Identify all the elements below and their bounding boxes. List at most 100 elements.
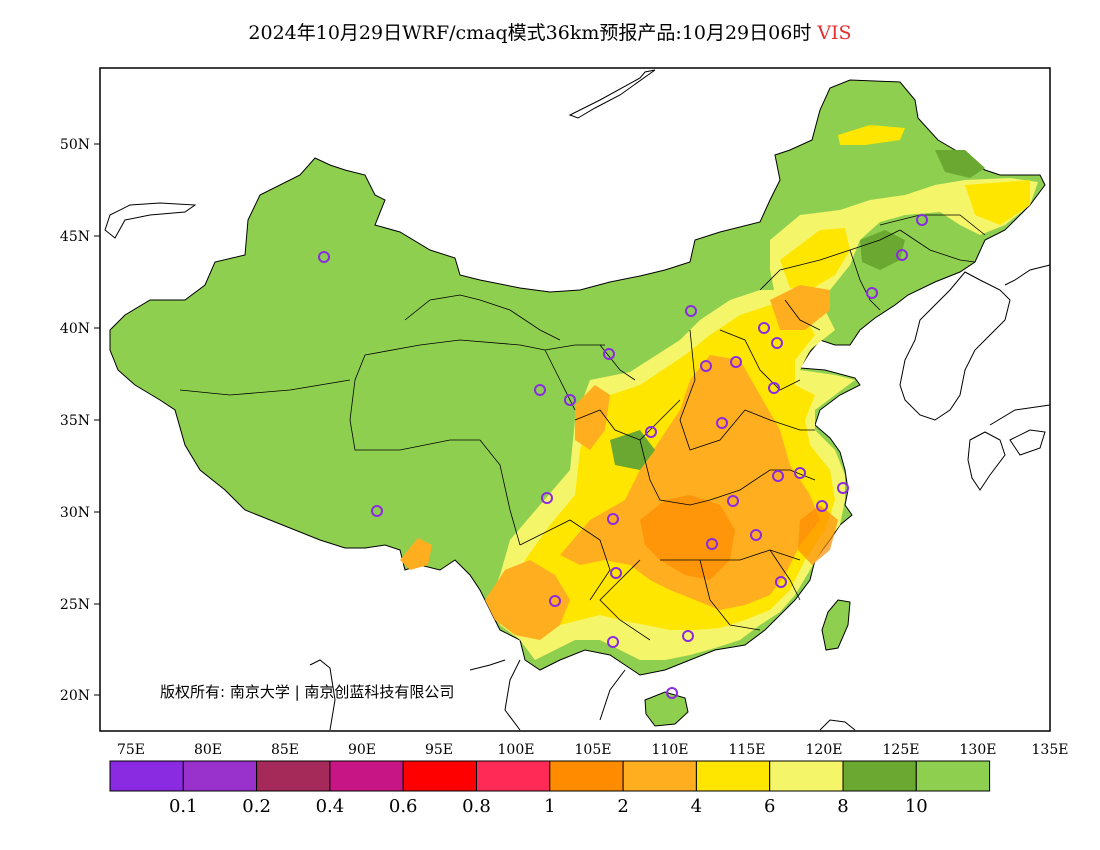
- station-marker: [607, 513, 619, 525]
- map-title: 2024年10月29日WRF/cmaq模式36km预报产品:10月29日06时 V…: [0, 18, 1100, 45]
- colorbar-label: 0.2: [242, 796, 271, 817]
- station-marker: [666, 687, 678, 699]
- station-marker: [758, 322, 770, 334]
- lat-label: 20N: [60, 688, 90, 704]
- station-marker: [816, 500, 828, 512]
- lon-label: 120E: [806, 742, 843, 758]
- station-marker: [534, 384, 546, 396]
- northeast-yellow-core: [780, 228, 850, 290]
- lat-label: 35N: [60, 413, 90, 429]
- station-marker: [706, 538, 718, 550]
- station-marker: [682, 630, 694, 642]
- station-marker: [775, 576, 787, 588]
- station-marker: [610, 567, 622, 579]
- tibet-edge-orange: [400, 538, 432, 570]
- title-text: 2024年10月29日WRF/cmaq模式36km预报产品:10月29日06时: [248, 22, 812, 44]
- colorbar-swatch: [402, 760, 478, 792]
- station-marker: [794, 467, 806, 479]
- colorbar-swatch: [769, 760, 844, 792]
- lon-label: 105E: [575, 742, 612, 758]
- station-marker: [716, 417, 728, 429]
- station-marker: [318, 251, 330, 263]
- colorbar-label: 0.4: [316, 796, 345, 817]
- station-marker: [727, 495, 739, 507]
- lon-label: 85E: [271, 742, 299, 758]
- east-china-light-orange: [560, 355, 820, 610]
- lat-label: 45N: [60, 229, 90, 245]
- station-marker: [685, 305, 697, 317]
- north-orange-patch: [770, 285, 830, 330]
- lon-label: 80E: [194, 742, 222, 758]
- colorbar-label: 8: [837, 796, 848, 817]
- central-dark-green: [610, 430, 655, 470]
- northeast-dark-green-2: [935, 150, 985, 178]
- lon-label: 110E: [652, 742, 689, 758]
- title-variable: VIS: [817, 22, 852, 44]
- station-marker: [771, 337, 783, 349]
- station-markers: [318, 214, 928, 699]
- lat-label: 50N: [60, 137, 90, 153]
- colorbar-swatch: [256, 760, 331, 792]
- colorbar-swatch: [695, 760, 771, 792]
- colorbar-label: 0.1: [169, 796, 198, 817]
- map-frame: [99, 67, 1051, 732]
- colorbar-label: 4: [691, 796, 702, 817]
- station-marker: [772, 470, 784, 482]
- map-layers: 版权所有: 南京大学 | 南京创蓝科技有限公司: [104, 69, 1051, 731]
- province-boundaries: [179, 214, 986, 641]
- lat-axis: 50N 45N 40N 35N 30N 25N 20N: [60, 137, 100, 704]
- station-marker: [837, 482, 849, 494]
- station-marker: [541, 492, 553, 504]
- lon-label: 100E: [498, 742, 535, 758]
- colorbar-swatch: [842, 760, 917, 792]
- neighbour-coastlines: [104, 69, 1051, 731]
- lon-axis: 75E 80E 85E 90E 95E 100E 105E 110E 115E …: [117, 742, 1069, 758]
- colorbar-swatch: [329, 760, 404, 792]
- lat-label: 25N: [60, 597, 90, 613]
- east-china-orange-core: [640, 495, 735, 580]
- station-marker: [603, 348, 615, 360]
- colorbar-label: 2: [617, 796, 628, 817]
- lon-label: 135E: [1032, 742, 1069, 758]
- northeast-dark-green: [860, 230, 905, 270]
- colorbar-swatch: [182, 760, 258, 792]
- colorbar-label: 10: [905, 796, 928, 817]
- colorbar-swatch: [476, 760, 551, 792]
- colorbar: 0.1 0.2 0.4 0.6 0.8 1 2 4 6 8 10: [109, 760, 991, 817]
- colorbar-swatch: [622, 760, 697, 792]
- colorbar-label: 0.8: [462, 796, 491, 817]
- station-marker: [768, 382, 780, 394]
- hainan-island: [644, 691, 689, 727]
- northeast-east-patch: [965, 180, 1030, 225]
- station-marker: [866, 287, 878, 299]
- jiangxi-orange-core: [798, 505, 838, 565]
- west-orange-patch: [575, 385, 610, 450]
- lon-label: 75E: [117, 742, 145, 758]
- lon-label: 130E: [960, 742, 997, 758]
- copyright-text: 版权所有: 南京大学 | 南京创蓝科技有限公司: [160, 683, 454, 701]
- station-marker: [916, 214, 928, 226]
- taiwan-island: [821, 599, 851, 651]
- lon-label: 95E: [425, 742, 453, 758]
- lat-label: 30N: [60, 505, 90, 521]
- station-marker: [607, 636, 619, 648]
- colorbar-label: 1: [544, 796, 555, 817]
- northeast-strip: [838, 125, 905, 145]
- lon-label: 125E: [883, 742, 920, 758]
- lon-label: 115E: [729, 742, 766, 758]
- southwest-orange-patch: [485, 560, 570, 640]
- station-marker: [730, 356, 742, 368]
- station-marker: [750, 529, 762, 541]
- station-marker: [896, 249, 908, 261]
- lon-label: 90E: [348, 742, 376, 758]
- station-marker: [564, 394, 576, 406]
- station-marker: [700, 360, 712, 372]
- station-marker: [549, 595, 561, 607]
- colorbar-label: 6: [764, 796, 775, 817]
- station-marker: [371, 505, 383, 517]
- colorbar-swatch: [549, 760, 624, 792]
- lat-label: 40N: [60, 321, 90, 337]
- colorbar-label: 0.6: [389, 796, 418, 817]
- colorbar-swatch: [109, 760, 184, 792]
